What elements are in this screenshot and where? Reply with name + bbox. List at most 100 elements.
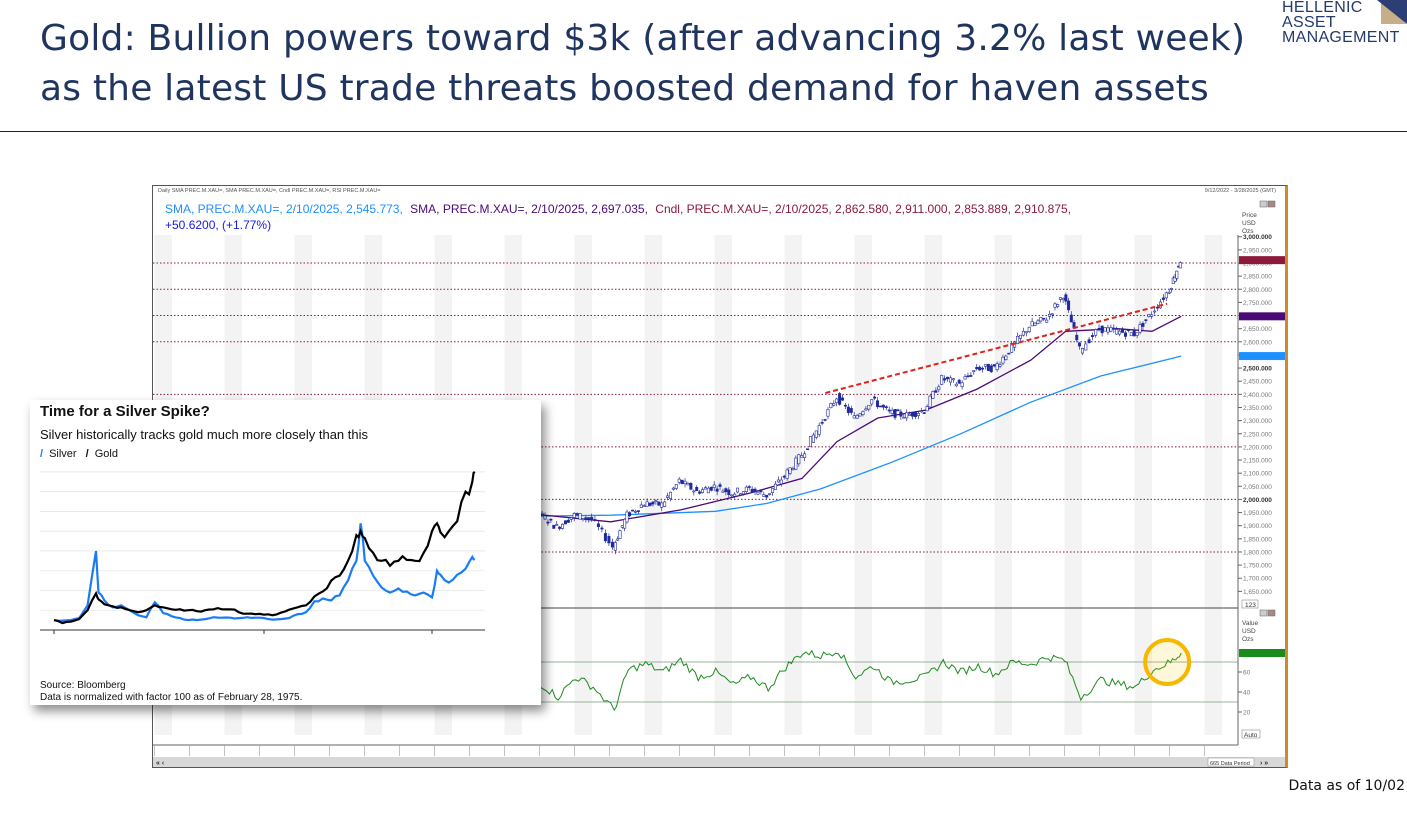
candle <box>733 493 737 497</box>
candle <box>607 536 611 544</box>
price-tick-label: 2,500.000 <box>1243 366 1272 373</box>
rsi-tick-label: 20 <box>1243 710 1251 717</box>
candle <box>957 379 961 384</box>
gold-line <box>53 471 476 625</box>
candle <box>1147 314 1151 317</box>
candle <box>1156 306 1160 309</box>
candle <box>631 509 635 512</box>
price-scale-button[interactable] <box>1241 599 1259 609</box>
candle <box>1097 328 1101 330</box>
candle <box>613 542 617 551</box>
month-stripe <box>714 235 732 735</box>
price-axis-title-3: Ozs <box>1242 228 1254 235</box>
panel-minimize-button[interactable] <box>1259 200 1268 208</box>
candle <box>1173 276 1177 282</box>
candle <box>549 518 553 521</box>
month-stripe <box>1204 235 1222 735</box>
candle <box>633 510 637 513</box>
rsi-minimize-button[interactable] <box>1259 609 1268 617</box>
candle <box>1050 313 1054 316</box>
rsi-auto-button[interactable] <box>1241 729 1261 739</box>
month-stripe <box>644 235 662 735</box>
candle <box>1053 303 1057 308</box>
candle <box>1036 320 1040 324</box>
candle <box>610 541 614 548</box>
candle <box>817 425 821 435</box>
candle <box>800 455 804 458</box>
scroll-left-buttons[interactable]: « ‹ <box>156 760 165 767</box>
candle <box>738 493 742 496</box>
rsi-close-button[interactable] <box>1267 609 1276 617</box>
candle <box>913 411 917 417</box>
candle <box>569 517 573 520</box>
candle <box>867 405 871 410</box>
candle <box>680 479 684 485</box>
candle <box>566 519 570 523</box>
candle <box>1061 298 1065 300</box>
candle <box>584 517 588 520</box>
candle <box>876 400 880 408</box>
price-axis-title-1: Price <box>1242 212 1257 219</box>
time-scrollbar[interactable] <box>153 757 1285 767</box>
candle <box>660 502 664 508</box>
candle <box>750 488 754 493</box>
candle <box>931 391 935 399</box>
candle <box>934 390 938 393</box>
candle <box>721 490 725 493</box>
price-tick-label: 2,250.000 <box>1243 431 1272 438</box>
candle <box>1064 294 1068 302</box>
candle <box>908 413 912 416</box>
candle <box>1100 325 1104 334</box>
candle <box>709 486 713 491</box>
candle <box>753 488 757 492</box>
price-tick-label: 1,750.000 <box>1243 563 1272 570</box>
candle <box>1077 342 1081 347</box>
candle <box>1048 313 1052 317</box>
candle <box>978 366 982 371</box>
candle <box>677 478 681 483</box>
candle <box>671 487 675 490</box>
candle <box>1087 339 1091 344</box>
data-period-button[interactable] <box>1207 757 1255 767</box>
candle <box>555 524 559 526</box>
candle <box>668 491 672 499</box>
candle <box>1161 297 1165 300</box>
candle <box>1167 291 1171 294</box>
candle <box>575 513 579 516</box>
candle <box>543 515 547 520</box>
candle <box>1021 331 1025 336</box>
candle <box>1126 329 1130 331</box>
candle <box>703 487 707 490</box>
candle <box>1112 327 1116 330</box>
price-marker <box>1239 352 1285 361</box>
candle <box>1027 326 1031 333</box>
candle <box>623 518 627 529</box>
candle <box>1080 348 1084 354</box>
price-tick-label: 1,950.000 <box>1243 510 1272 517</box>
candle-series <box>470 261 1182 555</box>
inset-source: Source: Bloomberg <box>40 680 126 691</box>
candle <box>1084 343 1088 351</box>
candle <box>785 469 789 479</box>
candle <box>841 397 845 401</box>
candle <box>797 454 801 465</box>
candle <box>1121 328 1125 333</box>
legend-sma-short: SMA, PREC.M.XAU=, 2/10/2025, 2,697.035, <box>410 202 648 216</box>
panel-close-button[interactable] <box>1267 200 1276 208</box>
candle <box>832 403 836 406</box>
candle <box>887 409 891 412</box>
price-levels <box>153 262 1238 553</box>
inset-note: Data is normalized with factor 100 as of… <box>40 692 303 703</box>
candle <box>960 382 964 387</box>
candle <box>636 510 640 512</box>
candle <box>998 364 1002 367</box>
candle <box>1115 329 1119 335</box>
scroll-right-buttons[interactable]: › » <box>1260 760 1268 767</box>
candle <box>811 434 815 443</box>
price-tick-label: 2,650.000 <box>1243 326 1272 333</box>
silver-line <box>53 523 476 622</box>
legend-gold: Gold <box>94 448 118 460</box>
price-tick-label: 1,800.000 <box>1243 549 1272 556</box>
candle <box>963 376 967 380</box>
candle <box>1118 330 1122 335</box>
